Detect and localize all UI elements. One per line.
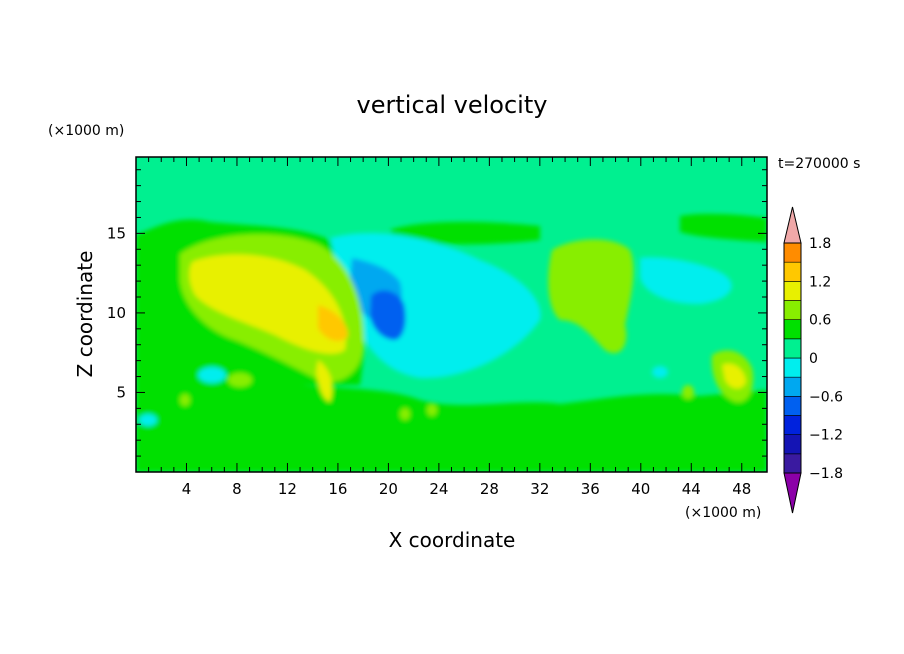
- contour-updraft-speck: [682, 385, 694, 399]
- contour-downdraft-speck: [139, 414, 157, 426]
- y-axis-ticks: 5 10 15: [107, 169, 767, 457]
- colorbar-tick-label: −0.6: [809, 389, 843, 405]
- colorbar-tick-label: 0.6: [809, 313, 831, 329]
- colorbar-bin: [783, 415, 802, 435]
- colorbar-arrow-bottom: [783, 472, 802, 514]
- y-tick-label: 10: [107, 304, 126, 322]
- colorbar-bin: [783, 281, 802, 301]
- colorbar-bin: [783, 453, 802, 474]
- colorbar-bin: [783, 300, 802, 320]
- y-unit-label: (×1000 m): [48, 123, 124, 139]
- x-tick-label: 36: [581, 480, 600, 498]
- x-tick-label: 48: [732, 480, 751, 498]
- colorbar-bin: [783, 261, 802, 282]
- colorbar-bin: [783, 434, 802, 455]
- contour-updraft-right-top: [680, 213, 767, 242]
- x-axis-label: X coordinate: [389, 528, 516, 552]
- colorbar-tick-label: 0: [809, 351, 818, 367]
- x-tick-label: 8: [232, 480, 242, 498]
- colorbar-tick-label: 1.2: [809, 274, 831, 290]
- contour-downdraft-speck: [652, 366, 668, 378]
- contour-updraft-speck: [400, 408, 410, 420]
- contour-updraft-top-band: [390, 221, 540, 245]
- colorbar-tick-label: 1.8: [809, 236, 831, 252]
- colorbar-bin: [783, 242, 802, 263]
- y-tick-label: 5: [116, 383, 126, 401]
- colorbar: 1.8 1.2 0.6 0 −0.6 −1.2 −1.8: [783, 206, 843, 514]
- contour-downdraft-right: [640, 257, 732, 305]
- plot-area: [136, 157, 767, 472]
- contour-updraft-main-peak: [318, 305, 348, 342]
- contour-updraft-mid-band: [136, 255, 178, 300]
- contour-updraft-main-core: [189, 254, 346, 354]
- colorbar-frame: [783, 242, 802, 474]
- x-tick-label: 4: [182, 480, 192, 498]
- colorbar-tick-label: −1.2: [809, 428, 843, 444]
- colorbar-bin: [783, 396, 802, 416]
- y-tick-label: 15: [107, 224, 126, 242]
- x-axis-ticks: 4 8 12 16 20 24 28 32 36 40 44 48: [148, 157, 755, 498]
- x-tick-label: 24: [429, 480, 448, 498]
- x-tick-label: 40: [631, 480, 650, 498]
- colorbar-bin: [783, 338, 802, 359]
- x-tick-label: 44: [682, 480, 701, 498]
- chart-title: vertical velocity: [357, 91, 548, 119]
- x-tick-label: 16: [328, 480, 347, 498]
- contour-updraft-speck: [228, 373, 252, 387]
- colorbar-bin: [783, 319, 802, 340]
- x-tick-label: 12: [278, 480, 297, 498]
- contour-updraft-mid-cell: [548, 239, 634, 354]
- contour-updraft-lower-band: [136, 371, 767, 472]
- colorbar-bin: [783, 376, 802, 397]
- contour-updraft-plume: [316, 360, 333, 402]
- y-axis-label: Z coordinate: [73, 251, 97, 378]
- contour-updraft-speck: [180, 394, 190, 406]
- x-tick-label: 28: [480, 480, 499, 498]
- x-tick-label: 20: [379, 480, 398, 498]
- time-label: t=270000 s: [778, 156, 860, 172]
- contour-downdraft-speck: [198, 367, 226, 383]
- contour-downdraft-center: [370, 290, 406, 340]
- contour-fields: [136, 213, 767, 472]
- contour-updraft-right-core: [722, 363, 746, 389]
- contour-updraft-speck: [427, 404, 437, 416]
- x-unit-label: (×1000 m): [685, 505, 761, 521]
- colorbar-tick-label: −1.8: [809, 466, 843, 482]
- colorbar-arrow-top: [783, 206, 802, 244]
- colorbar-bin: [783, 357, 802, 378]
- x-tick-label: 32: [530, 480, 549, 498]
